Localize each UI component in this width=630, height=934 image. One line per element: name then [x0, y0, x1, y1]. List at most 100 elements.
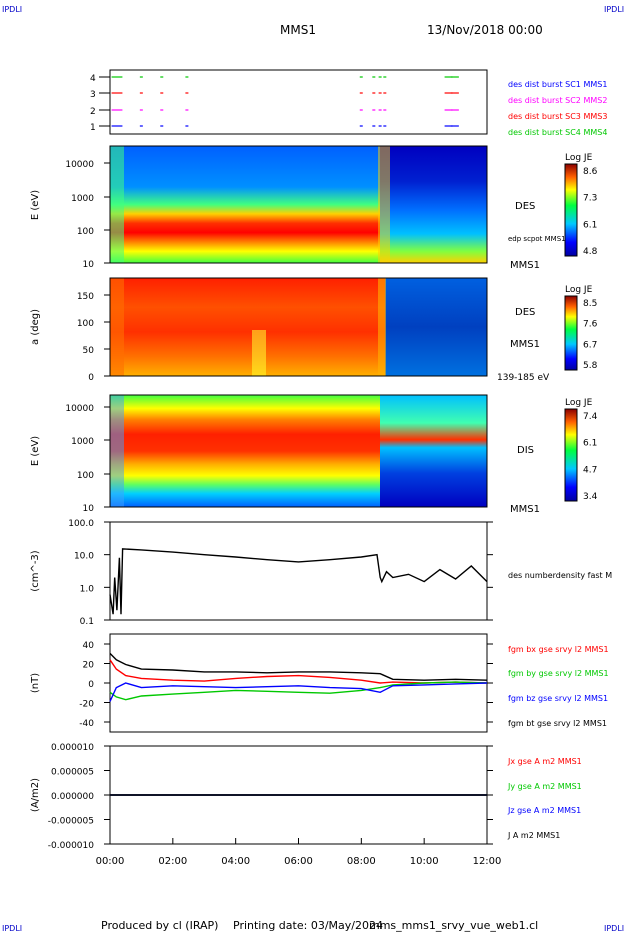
line-ytick-label: -20 — [79, 700, 94, 710]
burst-ytick-label: 4 — [90, 74, 96, 84]
spec-ytick-label: 10000 — [65, 404, 94, 414]
y-axis-title: a (deg) — [30, 309, 41, 345]
des-pitch-panel: 150 100 50 0 — [77, 277, 488, 383]
corner-mark-br: IPDLI — [604, 924, 624, 933]
series-line — [109, 548, 488, 615]
colorbar-tick-label: 3.4 — [583, 492, 598, 502]
colorbar-tick-label: 4.7 — [583, 465, 597, 475]
spec-ytick-label: 50 — [83, 346, 95, 356]
line-ytick-label: 0.000010 — [51, 743, 94, 753]
colorbar-tick-label: 4.8 — [583, 247, 598, 257]
panel-label: DES — [515, 201, 535, 212]
y-axis-title: E (eV) — [30, 436, 41, 466]
density-panel: des numberdensity fast M 100.0 10.0 1.0 0.1 — [68, 519, 612, 627]
series-legend-label: des numberdensity fast M — [508, 571, 612, 580]
footer-produced-by: Produced by cl (IRAP) — [101, 919, 218, 932]
y-axis-title: (cm^-3) — [30, 550, 41, 591]
colorbar-tick-label: 5.8 — [583, 361, 598, 371]
footer-script: mms_mms1_srvy_vue_web1.cl — [369, 919, 538, 932]
panel-label: MMS1 — [510, 260, 540, 271]
y-axis-title: (A/m2) — [30, 778, 41, 812]
dis-energy-panel: 10000 1000 100 10 — [65, 394, 488, 514]
line-ytick-label: 0 — [88, 680, 94, 690]
spec-ytick-label: 100 — [77, 319, 94, 329]
mission-title: MMS1 — [280, 23, 316, 37]
x-tick-label: 08:00 — [347, 856, 376, 867]
colorbar-tick-label: 7.3 — [583, 194, 597, 204]
panel-label: edp scpot MMS1 — [508, 235, 566, 243]
spec-ytick-label: 10 — [83, 260, 95, 270]
burst-panel: 4 3 2 1 des dist burst SC1 MMS1 des dist bur… — [90, 69, 607, 137]
colorbar-tick-label: 7.4 — [583, 412, 598, 422]
colorbar — [564, 163, 578, 257]
x-tick-label: 00:00 — [96, 856, 125, 867]
field-panel: fgm bx gse srvy l2 MMS1 fgm by gse srvy l… — [79, 633, 609, 733]
colorbar-tick-label: 7.6 — [583, 320, 598, 330]
x-tick-label: 10:00 — [410, 856, 439, 867]
burst-legend-label: des dist burst SC3 MMS3 — [508, 112, 607, 121]
series-legend-label: fgm bz gse srvy l2 MMS1 — [508, 694, 608, 703]
colorbar — [564, 408, 578, 502]
line-ytick-label: -40 — [79, 719, 94, 729]
colorbar-tick-label: 6.7 — [583, 340, 597, 350]
line-ytick-label: 0.000000 — [51, 792, 94, 802]
series-legend-label: Jy gse A m2 MMS1 — [507, 782, 582, 791]
corner-mark-tr: IPDLI — [604, 5, 624, 14]
burst-legend-label: des dist burst SC1 MMS1 — [508, 80, 607, 89]
spec-ytick-label: 10 — [83, 504, 95, 514]
x-tick-label: 04:00 — [221, 856, 250, 867]
y-axis-title: (nT) — [30, 673, 41, 693]
line-ytick-label: -0.000010 — [48, 841, 94, 851]
line-ytick-label: 100.0 — [68, 519, 94, 529]
spec-ytick-label: 1000 — [71, 437, 94, 447]
line-ytick-label: 1.0 — [80, 584, 95, 594]
y-axis-title: E (eV) — [30, 190, 41, 220]
footer-printing-date: Printing date: 03/May/2024 — [233, 919, 383, 932]
spec-ytick-label: 100 — [77, 471, 94, 481]
current-panel: Jx gse A m2 MMS1 Jy gse A m2 MMS1 Jz gse A… — [48, 743, 582, 851]
burst-legend-label: des dist burst SC2 MMS2 — [508, 96, 607, 105]
spec-ytick-label: 150 — [77, 292, 94, 302]
line-ytick-label: -0.000005 — [48, 817, 94, 827]
series-line — [109, 682, 488, 702]
corner-mark-tl: IPDLI — [2, 5, 22, 14]
series-line — [109, 652, 488, 681]
series-line — [109, 681, 488, 701]
colorbar-title: Log JE — [565, 398, 593, 408]
series-legend-label: Jz gse A m2 MMS1 — [507, 806, 581, 815]
series-legend-label: J A m2 MMS1 — [507, 831, 560, 840]
series-legend-label: fgm bx gse srvy l2 MMS1 — [508, 645, 609, 654]
series-legend-label: Jx gse A m2 MMS1 — [507, 757, 582, 766]
panel-label: MMS1 — [510, 339, 540, 350]
panel-label: MMS1 — [510, 504, 540, 515]
colorbar-title: Log JE — [565, 153, 593, 163]
x-tick-label: 02:00 — [158, 856, 187, 867]
series-legend-label: fgm by gse srvy l2 MMS1 — [508, 669, 609, 678]
spec-ytick-label: 1000 — [71, 194, 94, 204]
burst-ytick-label: 1 — [90, 123, 96, 133]
panel-label: DES — [515, 307, 535, 318]
burst-legend-label: des dist burst SC4 MMS4 — [508, 128, 607, 137]
spec-ytick-label: 0 — [88, 373, 94, 383]
des-energy-panel: 10000 1000 100 10 — [65, 145, 488, 270]
corner-mark-bl: IPDLI — [2, 924, 22, 933]
series-legend-label: fgm bt gse srvy l2 MMS1 — [508, 719, 607, 728]
burst-ytick-label: 3 — [90, 90, 96, 100]
colorbar — [564, 295, 578, 371]
line-ytick-label: 0.1 — [80, 617, 94, 627]
line-ytick-label: 0.000005 — [51, 768, 94, 778]
burst-ytick-label: 2 — [90, 107, 96, 117]
colorbar-tick-label: 6.1 — [583, 220, 597, 230]
series-line — [109, 659, 488, 684]
panel-label: DIS — [517, 445, 534, 456]
line-ytick-label: 20 — [83, 661, 95, 671]
colorbar-tick-label: 8.5 — [583, 299, 597, 309]
x-tick-label: 12:00 — [473, 856, 502, 867]
plot-date: 13/Nov/2018 00:00 — [427, 23, 543, 37]
spec-ytick-label: 10000 — [65, 160, 94, 170]
colorbar-tick-label: 6.1 — [583, 439, 597, 449]
spec-ytick-label: 100 — [77, 227, 94, 237]
line-ytick-label: 40 — [83, 641, 95, 651]
x-tick-label: 06:00 — [284, 856, 313, 867]
